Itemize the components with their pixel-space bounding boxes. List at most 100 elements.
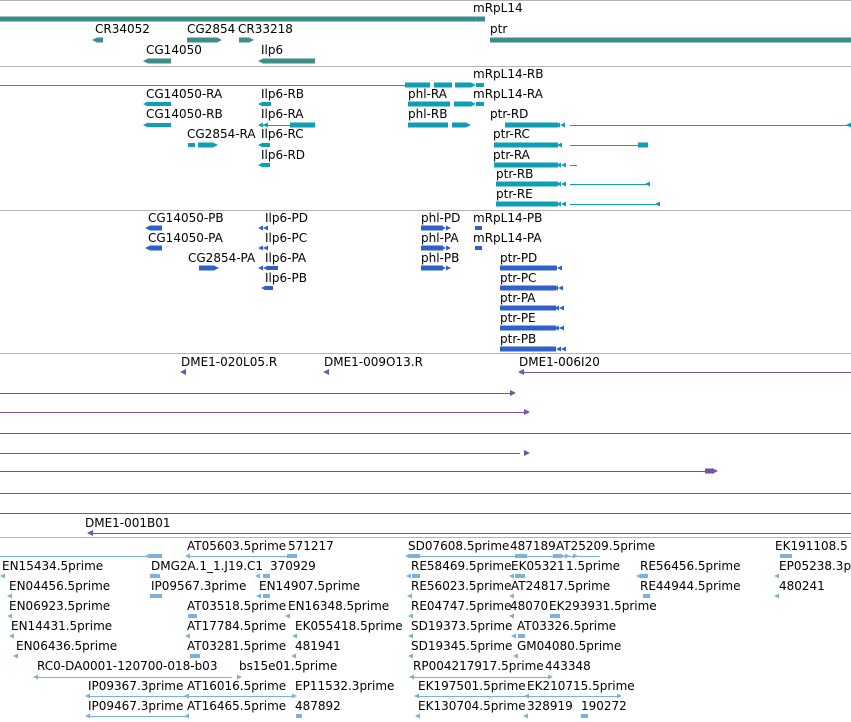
est-glyph[interactable]: [573, 553, 578, 559]
protein-glyph[interactable]: [554, 305, 559, 311]
gene-glyph[interactable]: [258, 58, 263, 64]
transcript-label[interactable]: ptr-RA: [493, 148, 530, 162]
est-label[interactable]: SD19373.5prime: [411, 619, 513, 633]
transcript-label[interactable]: ptr-RC: [493, 127, 530, 141]
gene-glyph[interactable]: [143, 58, 148, 64]
protein-glyph[interactable]: [263, 245, 268, 251]
est-label[interactable]: AT03281.5prime: [187, 639, 287, 653]
est-label[interactable]: 443348: [545, 659, 591, 673]
protein-label[interactable]: phl-PD: [421, 211, 461, 225]
est-glyph[interactable]: [150, 574, 160, 578]
clone-label[interactable]: DME1-006I20: [519, 355, 600, 369]
transcript-label[interactable]: Ilp6-RA: [261, 107, 304, 121]
est-glyph[interactable]: [33, 674, 38, 680]
clone-glyph[interactable]: [518, 369, 524, 375]
est-glyph[interactable]: [412, 574, 420, 578]
transcript-glyph[interactable]: [258, 101, 263, 107]
est-label[interactable]: RP004217917.5prime: [413, 659, 544, 673]
protein-glyph[interactable]: [441, 245, 446, 251]
protein-glyph[interactable]: [446, 245, 451, 251]
est-label[interactable]: AT24817.5prime: [511, 579, 611, 593]
protein-glyph[interactable]: [199, 265, 214, 271]
gene-label[interactable]: CG14050: [146, 43, 202, 57]
est-glyph[interactable]: [550, 614, 560, 618]
transcript-label[interactable]: mRpL14-RB: [473, 67, 544, 81]
est-label[interactable]: 328919: [527, 699, 573, 713]
est-label[interactable]: 571217: [288, 539, 334, 553]
est-label[interactable]: AT17784.5prime: [187, 619, 287, 633]
protein-glyph[interactable]: [441, 225, 446, 231]
protein-glyph[interactable]: [554, 325, 559, 331]
transcript-glyph[interactable]: [466, 122, 471, 128]
est-glyph[interactable]: [553, 554, 560, 558]
est-glyph[interactable]: [511, 633, 516, 639]
est-glyph[interactable]: [405, 553, 410, 559]
transcript-glyph[interactable]: [143, 122, 148, 128]
protein-glyph[interactable]: [500, 346, 556, 352]
transcript-glyph[interactable]: [198, 142, 213, 148]
transcript-glyph[interactable]: [455, 82, 471, 88]
transcript-glyph[interactable]: [408, 101, 450, 107]
gene-label[interactable]: CR34052: [95, 22, 150, 36]
transcript-label[interactable]: Ilp6-RB: [261, 87, 305, 101]
clone-glyph[interactable]: [712, 468, 718, 474]
est-label[interactable]: EK197501.5prime: [418, 679, 526, 693]
est-glyph[interactable]: [7, 613, 12, 619]
protein-glyph[interactable]: [475, 226, 482, 230]
protein-glyph[interactable]: [421, 265, 443, 271]
est-glyph[interactable]: [13, 653, 18, 659]
est-glyph[interactable]: [617, 693, 622, 699]
transcript-label[interactable]: phl-RA: [408, 87, 447, 101]
protein-label[interactable]: CG2854-PA: [188, 251, 256, 265]
transcript-glyph[interactable]: [494, 162, 558, 168]
transcript-glyph[interactable]: [454, 101, 471, 107]
protein-glyph[interactable]: [145, 245, 150, 251]
transcript-glyph[interactable]: [638, 142, 648, 148]
transcript-glyph[interactable]: [561, 181, 566, 187]
protein-glyph[interactable]: [559, 305, 564, 311]
transcript-glyph[interactable]: [556, 201, 561, 207]
transcript-glyph[interactable]: [645, 181, 650, 187]
protein-label[interactable]: CG14050-PA: [148, 231, 223, 245]
transcript-glyph[interactable]: [655, 201, 660, 207]
transcript-glyph[interactable]: [561, 162, 566, 168]
est-glyph[interactable]: [285, 613, 290, 619]
est-label[interactable]: AT16016.5prime: [187, 679, 287, 693]
transcript-glyph[interactable]: [494, 142, 558, 148]
transcript-label[interactable]: ptr-RD: [490, 107, 529, 121]
protein-glyph[interactable]: [500, 285, 556, 291]
protein-glyph[interactable]: [552, 265, 557, 271]
transcript-glyph[interactable]: [561, 201, 566, 207]
est-glyph[interactable]: [287, 554, 297, 558]
protein-glyph[interactable]: [436, 225, 441, 231]
gene-glyph[interactable]: [0, 16, 474, 22]
est-glyph[interactable]: [237, 674, 242, 680]
est-glyph[interactable]: [184, 713, 189, 719]
est-glyph[interactable]: [509, 613, 514, 619]
transcript-glyph[interactable]: [471, 101, 476, 107]
est-glyph[interactable]: [188, 614, 197, 618]
est-label[interactable]: EK055418.5prime: [295, 619, 403, 633]
gene-glyph[interactable]: [97, 37, 103, 43]
transcript-label[interactable]: mRpL14-RA: [473, 87, 543, 101]
est-label[interactable]: RE56456.5prime: [640, 559, 741, 573]
est-label[interactable]: EK210715.5prime: [527, 679, 635, 693]
protein-glyph[interactable]: [436, 245, 441, 251]
est-glyph[interactable]: [263, 574, 270, 578]
protein-label[interactable]: phl-PA: [421, 231, 459, 245]
protein-glyph[interactable]: [145, 225, 150, 231]
est-glyph[interactable]: [184, 693, 189, 699]
est-glyph[interactable]: [509, 573, 514, 579]
clone-glyph[interactable]: [180, 369, 186, 375]
protein-glyph[interactable]: [436, 265, 441, 271]
est-glyph[interactable]: [256, 593, 261, 599]
protein-glyph[interactable]: [258, 225, 263, 231]
est-glyph[interactable]: [145, 553, 150, 559]
est-glyph[interactable]: [85, 693, 90, 699]
protein-label[interactable]: ptr-PE: [500, 311, 536, 325]
protein-glyph[interactable]: [258, 245, 263, 251]
est-glyph[interactable]: [414, 693, 419, 699]
est-glyph[interactable]: [292, 693, 297, 699]
est-label[interactable]: IP09467.3prime: [88, 699, 184, 713]
clone-glyph[interactable]: [524, 450, 530, 456]
